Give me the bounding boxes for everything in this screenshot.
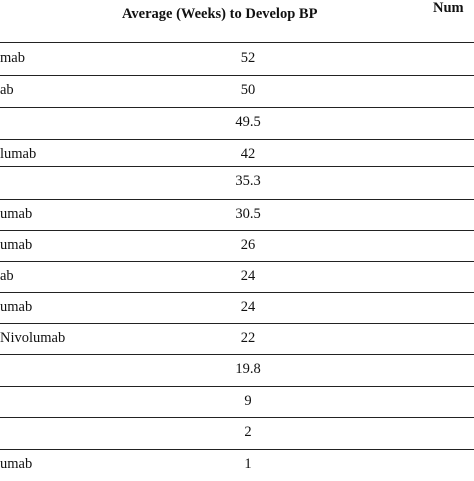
table-row: Nivolumab 22: [0, 324, 474, 355]
drug-cell: umab: [0, 456, 33, 472]
table-row: 49.5: [0, 108, 474, 139]
row-rule: [0, 230, 474, 231]
drug-cell: umab: [0, 206, 33, 222]
table-row: umab 30.5: [0, 200, 474, 231]
table-header: Average (Weeks) to Develop BP Num: [0, 0, 474, 40]
table-row: mab 52: [0, 44, 474, 75]
header-rule: [0, 42, 474, 43]
weeks-cell: 19.8: [235, 361, 261, 377]
header-number: Num: [433, 0, 464, 16]
drug-cell: lumab: [0, 146, 37, 162]
weeks-cell: 49.5: [235, 114, 261, 130]
drug-cell: umab: [0, 299, 33, 315]
table-row: umab 1: [0, 450, 474, 481]
row-rule: [0, 323, 474, 324]
weeks-cell: 24: [240, 299, 256, 315]
table-row: 2: [0, 418, 474, 449]
weeks-cell: 30.5: [235, 206, 261, 222]
table-row: umab 26: [0, 231, 474, 262]
drug-cell: mab: [0, 50, 25, 66]
drug-cell: ab: [0, 82, 14, 98]
header-average-weeks: Average (Weeks) to Develop BP: [122, 6, 318, 22]
table-row: ab 24: [0, 262, 474, 293]
row-rule: [0, 292, 474, 293]
table-row: umab 24: [0, 293, 474, 324]
weeks-cell: 1: [244, 456, 252, 472]
row-rule: [0, 166, 474, 167]
weeks-cell: 42: [240, 146, 256, 162]
row-rule: [0, 139, 474, 140]
weeks-cell: 52: [240, 50, 256, 66]
table-row: ab 50: [0, 76, 474, 107]
table-row: 35.3: [0, 167, 474, 198]
row-rule: [0, 199, 474, 200]
row-rule: [0, 107, 474, 108]
row-rule: [0, 75, 474, 76]
row-rule: [0, 449, 474, 450]
weeks-cell: 50: [240, 82, 256, 98]
weeks-cell: 2: [244, 424, 252, 440]
weeks-cell: 22: [240, 330, 256, 346]
row-rule: [0, 261, 474, 262]
weeks-cell: 9: [244, 393, 252, 409]
table-row: 9: [0, 387, 474, 418]
row-rule: [0, 386, 474, 387]
drug-cell: ab: [0, 268, 14, 284]
drug-cell: umab: [0, 237, 33, 253]
row-rule: [0, 354, 474, 355]
row-rule: [0, 417, 474, 418]
drug-cell: Nivolumab: [0, 330, 66, 346]
weeks-cell: 24: [240, 268, 256, 284]
table-row: lumab 42: [0, 140, 474, 171]
weeks-cell: 26: [240, 237, 256, 253]
weeks-cell: 35.3: [235, 173, 261, 189]
table-row: 19.8: [0, 355, 474, 386]
